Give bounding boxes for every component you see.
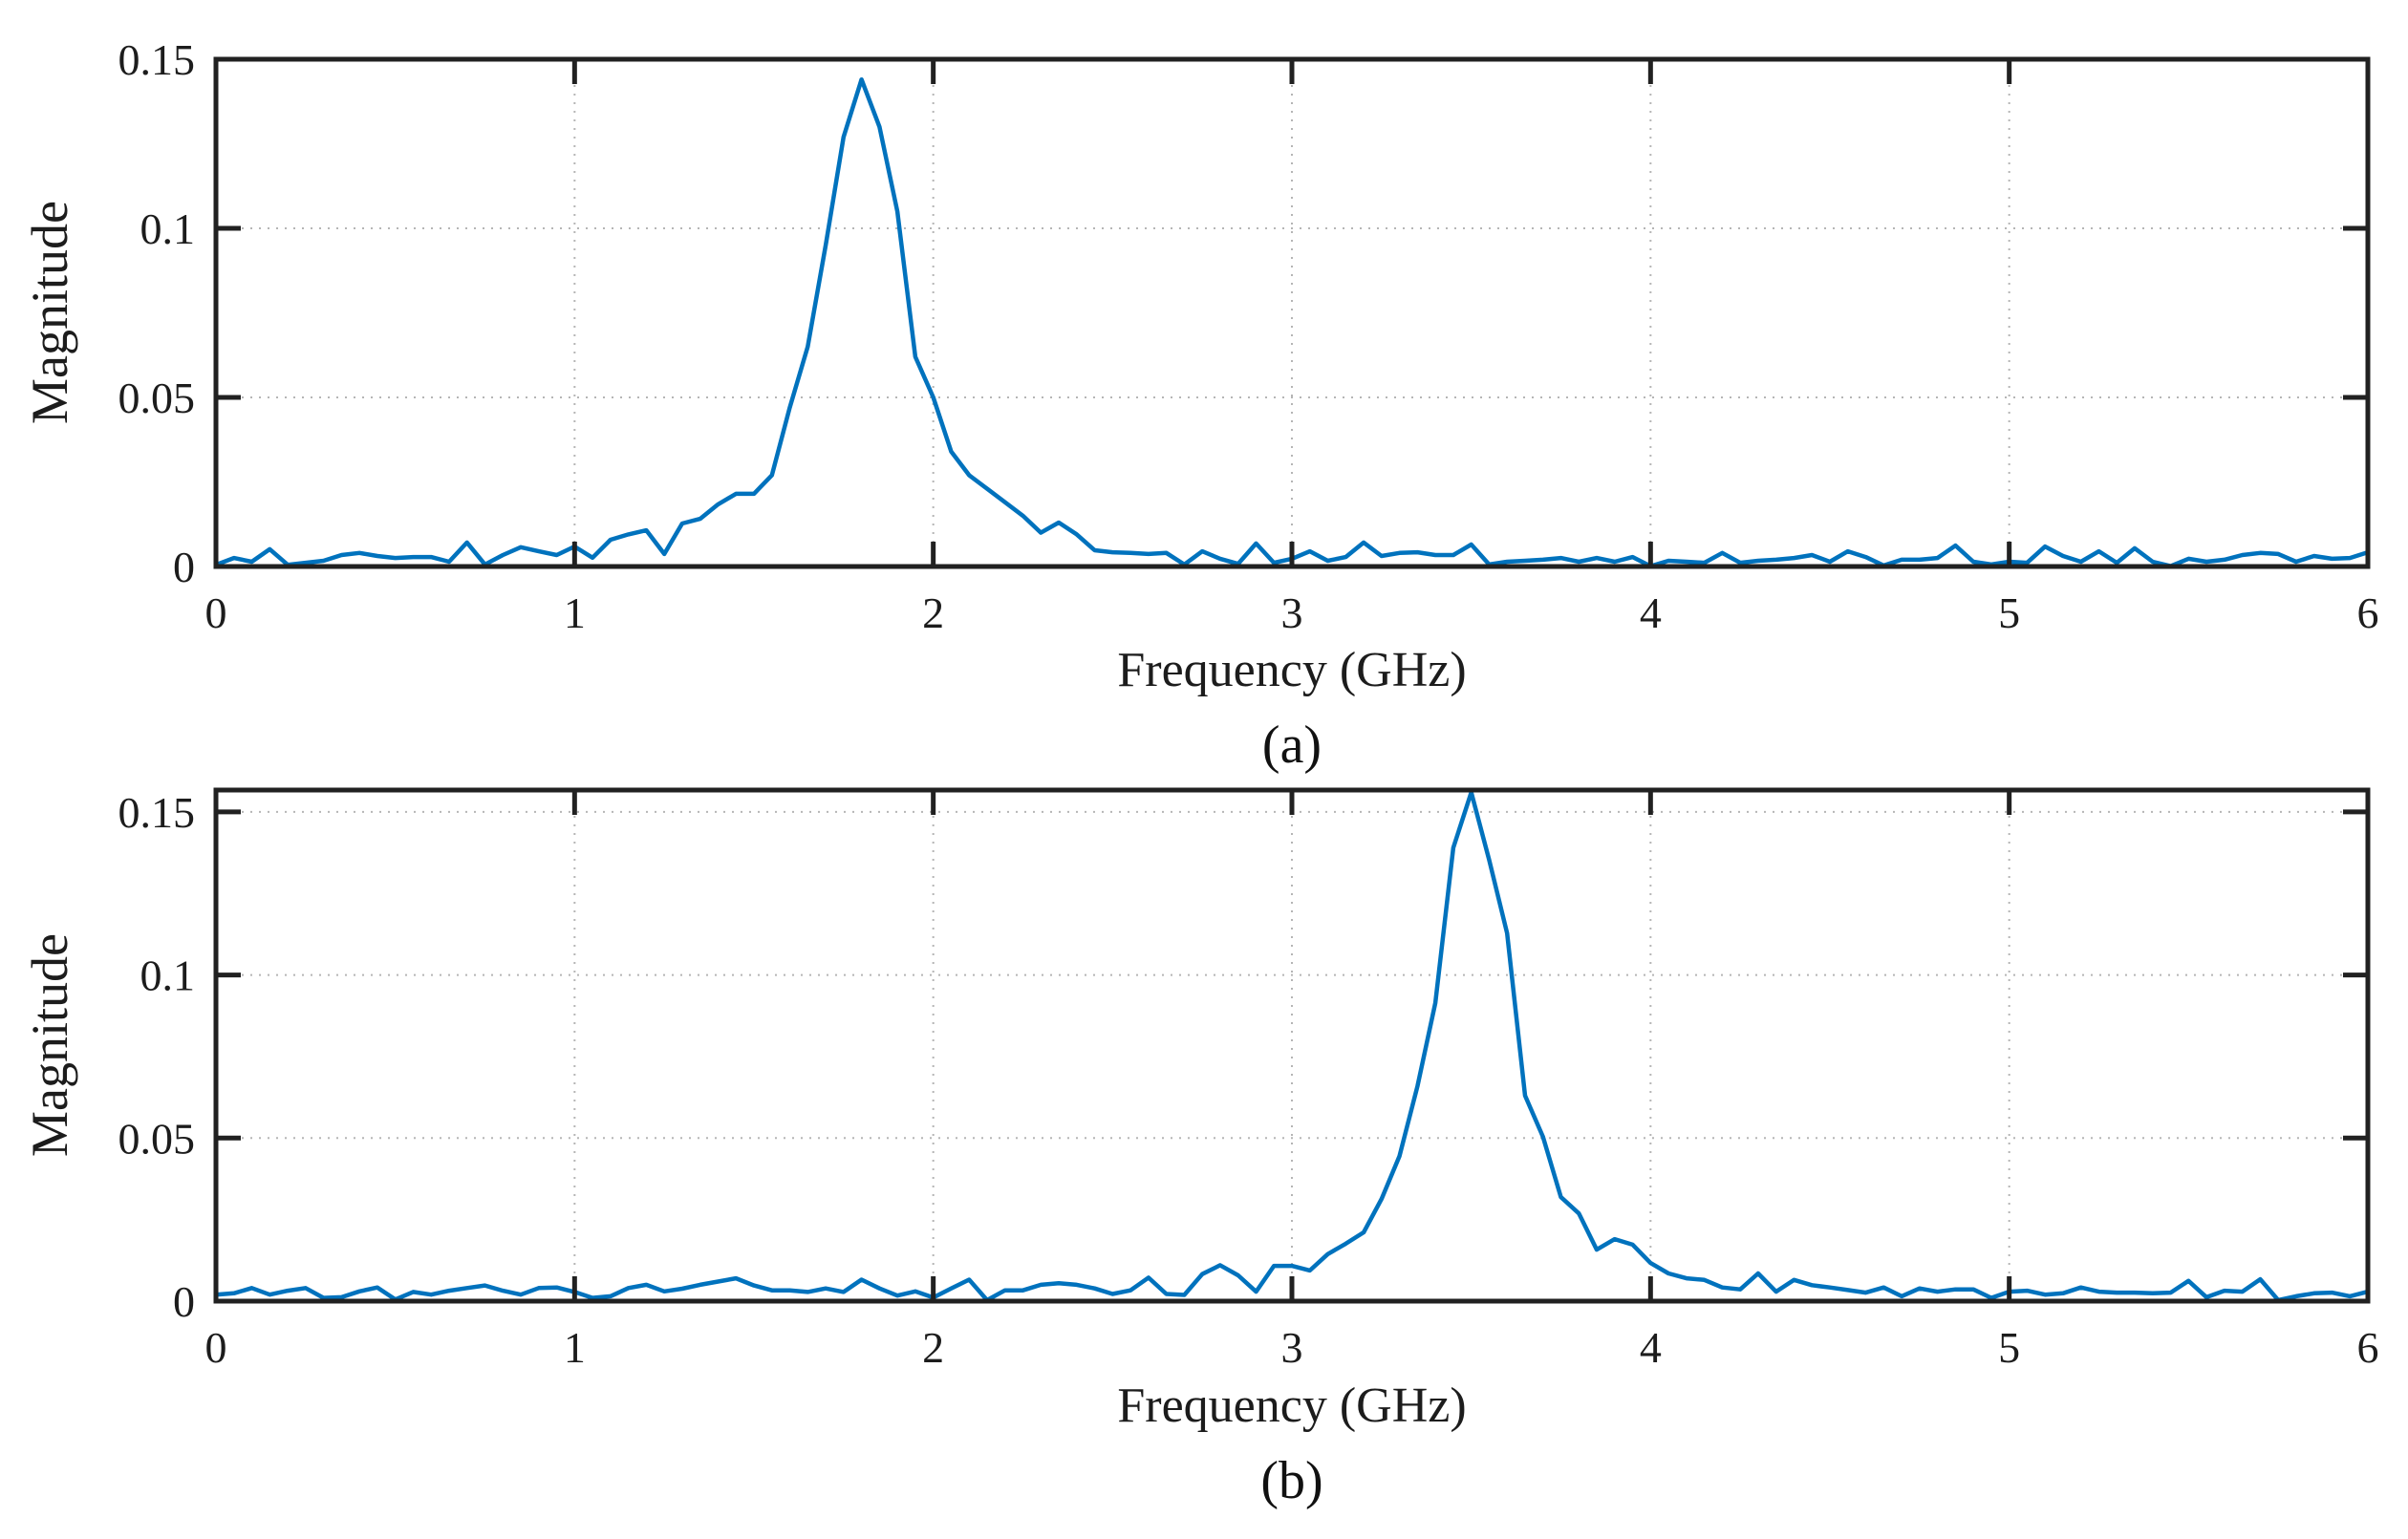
- x-tick-label: 5: [1998, 588, 2020, 637]
- x-axis-label-b: Frequency (GHz): [1117, 1379, 1467, 1433]
- y-tick-label: 0.15: [118, 35, 196, 84]
- x-tick-label: 1: [564, 588, 586, 637]
- y-tick-label: 0.1: [140, 204, 196, 253]
- y-axis-label-b: Magnitude: [21, 933, 78, 1157]
- x-tick-label: 4: [1640, 588, 1662, 637]
- plot-area-b: 0 1 2 3 4 5 6 0 0.05 0.1 0.15: [118, 787, 2379, 1372]
- plot-area-a: 0 1 2 3 4 5 6 0 0.05 0.1 0.15: [118, 35, 2379, 637]
- y-tick-label: 0: [173, 1277, 195, 1326]
- x-tick-label: 2: [922, 1323, 944, 1372]
- x-tick-label: 5: [1998, 1323, 2020, 1372]
- y-tick-label: 0.05: [118, 374, 196, 422]
- x-tick-label: 0: [205, 1323, 227, 1372]
- x-tick-label: 4: [1640, 1323, 1662, 1372]
- x-tick-label: 6: [2357, 588, 2379, 637]
- y-tick-label: 0: [173, 543, 195, 591]
- x-tick-label: 0: [205, 588, 227, 637]
- data-line-magnitude-a: [213, 76, 2371, 568]
- y-tick-label: 0.15: [118, 788, 196, 837]
- x-tick-label: 3: [1281, 588, 1303, 637]
- x-tick-label: 1: [564, 1323, 586, 1372]
- y-axis-label-a: Magnitude: [21, 201, 78, 424]
- y-tick-label: 0.05: [118, 1114, 196, 1163]
- x-tick-label: 2: [922, 588, 944, 637]
- caption-a: (a): [1261, 716, 1322, 775]
- x-tick-label: 3: [1281, 1323, 1303, 1372]
- x-axis-label-a: Frequency (GHz): [1117, 643, 1467, 697]
- x-tick-label: 6: [2357, 1323, 2379, 1372]
- y-tick-label: 0.1: [140, 951, 196, 1000]
- axes-frame: [213, 787, 2371, 1304]
- caption-b: (b): [1260, 1451, 1323, 1510]
